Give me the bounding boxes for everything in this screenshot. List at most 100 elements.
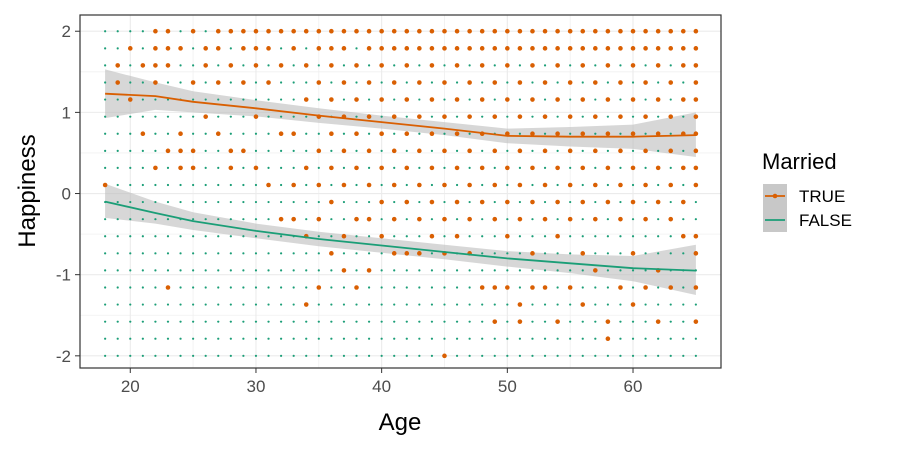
data-point-false	[116, 286, 119, 289]
legend-entries: TRUE FALSE	[763, 184, 852, 232]
data-point-true	[479, 28, 485, 34]
data-point-false	[631, 337, 635, 340]
data-point-false	[518, 98, 522, 101]
data-point-false	[317, 132, 320, 135]
data-point-true	[567, 28, 573, 34]
data-point-false	[279, 200, 283, 204]
data-point-true	[680, 199, 686, 205]
data-point-false	[192, 218, 195, 221]
data-point-false	[367, 166, 371, 169]
data-point-true	[404, 199, 410, 205]
data-point-true	[178, 148, 183, 154]
data-point-false	[179, 30, 182, 33]
data-point-false	[631, 320, 635, 323]
data-point-false	[619, 64, 622, 67]
data-point-false	[116, 200, 119, 204]
data-point-false	[468, 303, 471, 306]
data-point-true	[618, 114, 623, 119]
data-point-true	[178, 131, 183, 137]
data-point-false	[443, 320, 446, 323]
data-point-false	[581, 269, 584, 272]
data-point-false	[217, 303, 220, 306]
data-point-false	[682, 183, 685, 187]
data-point-false	[581, 320, 584, 323]
data-point-false	[342, 337, 346, 340]
data-point-true	[492, 114, 498, 119]
data-point-false	[204, 303, 207, 306]
y-axis: -2 -1 0 1 2	[56, 22, 80, 366]
data-point-true	[329, 251, 334, 256]
data-point-false	[543, 64, 547, 67]
data-point-false	[154, 286, 157, 289]
data-point-false	[606, 252, 609, 255]
data-point-false	[380, 252, 383, 255]
data-point-false	[317, 64, 320, 67]
data-point-true	[643, 182, 648, 188]
data-point-false	[481, 252, 484, 255]
data-point-false	[204, 269, 207, 272]
legend-label-true: TRUE	[799, 187, 845, 206]
data-point-true	[442, 80, 447, 85]
data-point-true	[542, 114, 548, 119]
data-point-false	[217, 115, 220, 118]
data-point-true	[555, 46, 560, 51]
data-point-false	[166, 98, 170, 101]
data-point-true	[668, 46, 674, 51]
data-point-true	[241, 46, 246, 51]
data-point-false	[531, 303, 534, 306]
data-point-false	[393, 200, 396, 204]
data-point-true	[153, 63, 158, 68]
data-point-true	[153, 46, 158, 51]
legend-label-false: FALSE	[799, 211, 852, 230]
legend-title: Married	[762, 149, 837, 174]
data-point-false	[657, 286, 660, 289]
data-point-true	[517, 148, 523, 154]
data-point-true	[580, 302, 586, 307]
data-point-true	[517, 216, 523, 222]
data-point-false	[594, 354, 597, 357]
data-point-true	[391, 114, 397, 119]
data-point-false	[267, 286, 270, 289]
data-point-false	[669, 132, 672, 135]
data-point-false	[217, 218, 220, 221]
data-point-false	[166, 320, 170, 323]
data-point-true	[580, 63, 586, 68]
data-point-true	[266, 182, 271, 188]
x-tick-label: 50	[498, 377, 517, 396]
data-point-false	[405, 303, 408, 306]
data-point-false	[330, 235, 333, 238]
data-point-true	[429, 233, 435, 239]
data-point-true	[542, 80, 548, 85]
data-point-false	[229, 218, 232, 221]
data-point-false	[631, 354, 635, 357]
data-point-false	[657, 303, 660, 306]
data-point-false	[418, 132, 421, 135]
data-point-true	[467, 114, 472, 119]
data-point-true	[605, 63, 611, 68]
data-point-true	[341, 46, 347, 51]
data-point-false	[104, 47, 107, 50]
data-point-false	[204, 218, 207, 221]
data-point-true	[278, 131, 284, 137]
data-point-false	[367, 354, 371, 357]
data-point-false	[229, 81, 232, 84]
data-point-false	[669, 252, 672, 255]
data-point-true	[693, 148, 699, 154]
data-point-true	[605, 165, 611, 171]
data-point-false	[141, 115, 144, 118]
data-point-false	[129, 354, 132, 357]
data-point-false	[305, 81, 308, 84]
data-point-false	[116, 47, 119, 50]
data-point-false	[141, 183, 144, 187]
data-point-true	[391, 28, 397, 34]
data-point-false	[543, 98, 547, 101]
data-point-false	[556, 149, 559, 152]
smooth-lines	[104, 92, 696, 272]
data-point-false	[179, 337, 182, 340]
data-point-false	[166, 132, 170, 135]
data-point-false	[242, 303, 245, 306]
data-point-false	[393, 64, 396, 67]
data-point-true	[693, 251, 699, 256]
data-point-false	[217, 252, 220, 255]
data-point-false	[104, 64, 107, 67]
